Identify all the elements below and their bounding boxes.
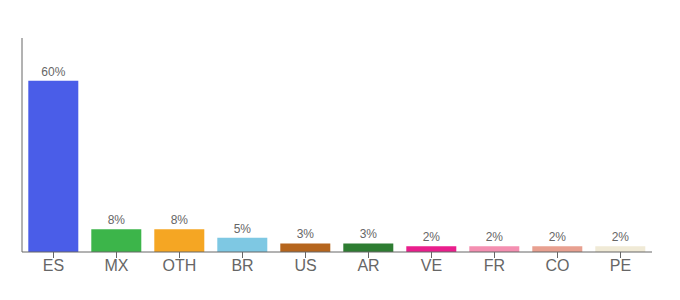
svg-text:60%: 60% — [41, 65, 65, 79]
svg-text:2%: 2% — [486, 230, 504, 244]
svg-text:BR: BR — [231, 257, 253, 274]
svg-text:MX: MX — [105, 257, 129, 274]
svg-text:ES: ES — [43, 257, 64, 274]
svg-text:AR: AR — [357, 257, 379, 274]
svg-text:VE: VE — [421, 257, 442, 274]
svg-text:2%: 2% — [549, 230, 567, 244]
svg-text:3%: 3% — [360, 227, 378, 241]
svg-text:PE: PE — [610, 257, 631, 274]
svg-text:8%: 8% — [171, 213, 189, 227]
svg-text:CO: CO — [546, 257, 570, 274]
svg-text:3%: 3% — [297, 227, 315, 241]
svg-text:8%: 8% — [108, 213, 126, 227]
svg-text:5%: 5% — [234, 222, 252, 236]
svg-text:2%: 2% — [423, 230, 441, 244]
svg-text:2%: 2% — [612, 230, 630, 244]
svg-text:OTH: OTH — [163, 257, 197, 274]
svg-text:US: US — [294, 257, 316, 274]
svg-text:FR: FR — [484, 257, 505, 274]
